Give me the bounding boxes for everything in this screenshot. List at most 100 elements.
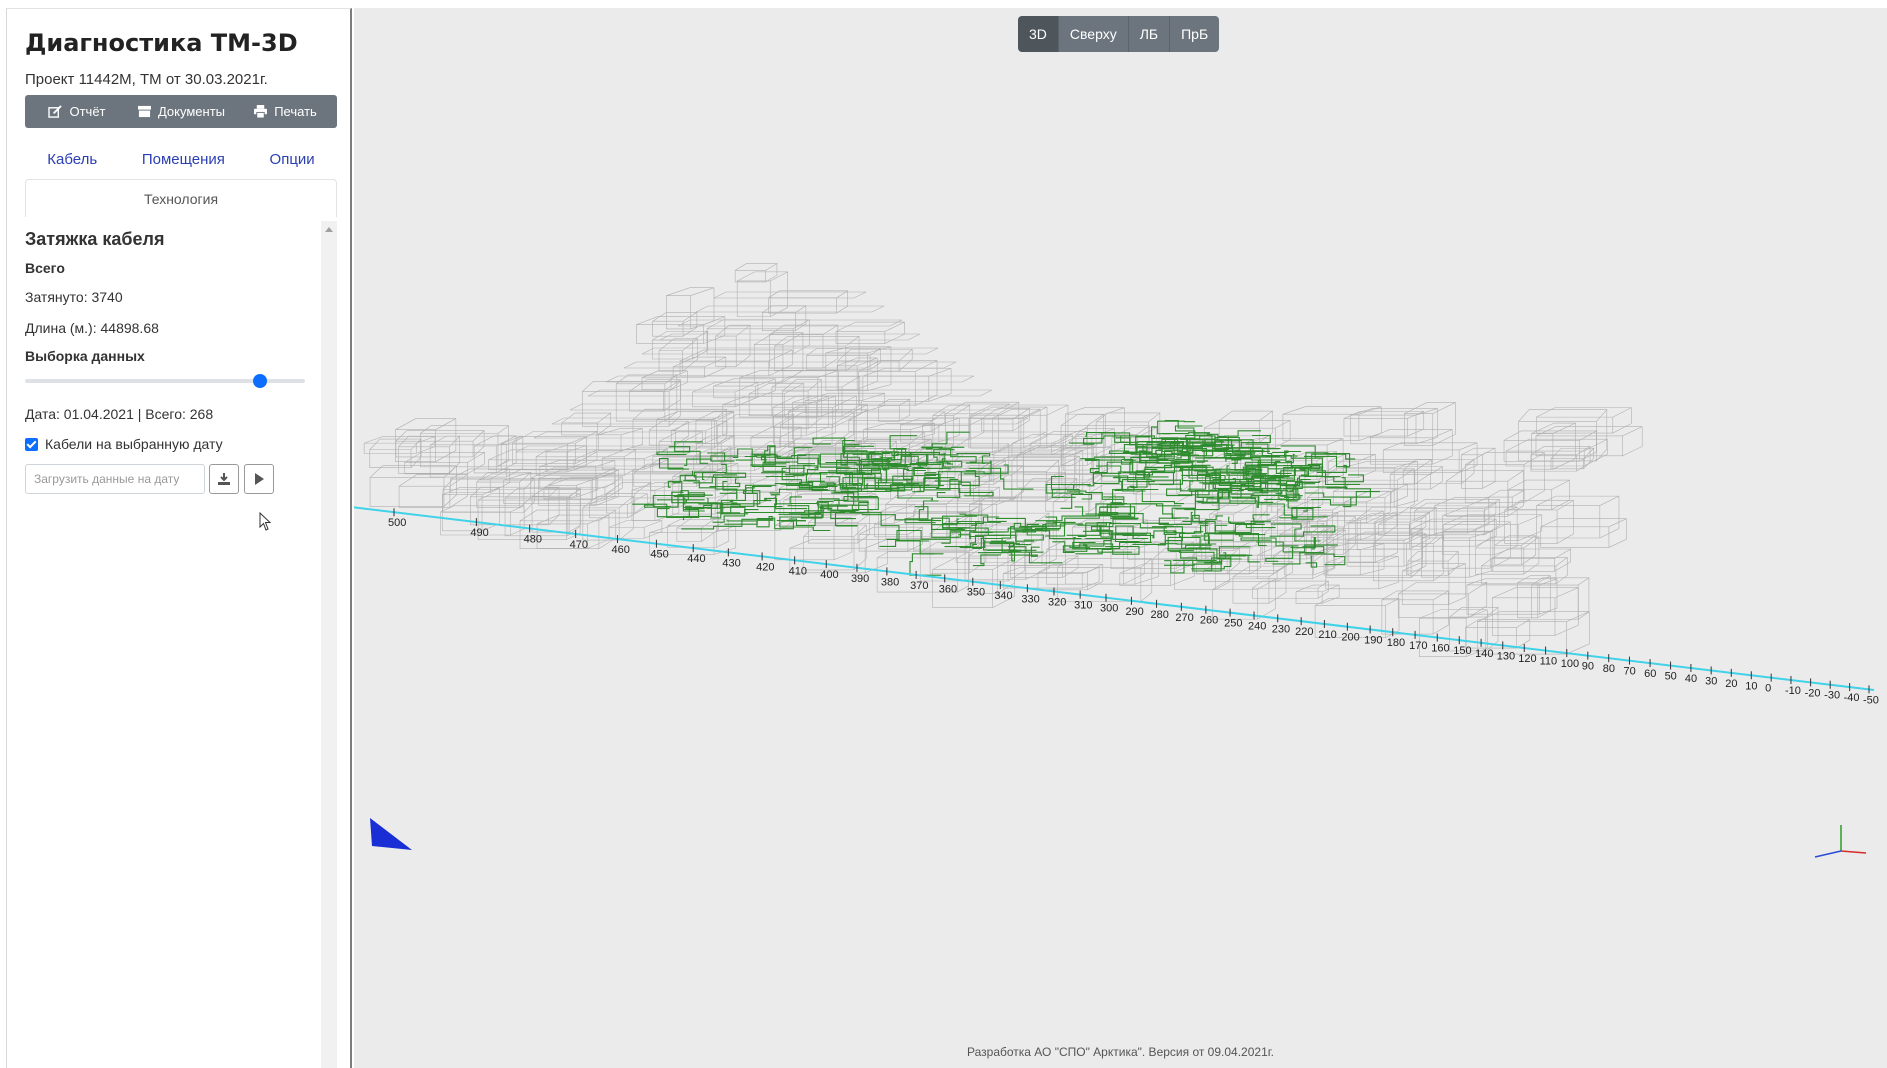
cable-length: Длина (м.): 44898.68 [25, 320, 159, 336]
documents-label: Документы [157, 104, 225, 119]
view-button-0[interactable]: 3D [1018, 16, 1059, 52]
axis-tick-label: 20 [1725, 678, 1737, 690]
axis-tick-label: 330 [1021, 593, 1039, 605]
axis-line [354, 506, 1875, 691]
nav-tabs: Кабель Помещения Опции [25, 149, 337, 179]
axis-tick-label: 190 [1364, 634, 1382, 646]
axis-tick-label: 420 [756, 561, 774, 573]
print-icon [254, 105, 268, 118]
axis-tick-label: 210 [1318, 629, 1336, 641]
section-title: Затяжка кабеля [25, 229, 165, 249]
load-date-input[interactable]: Загрузить данные на дату [25, 464, 205, 494]
axis-tick-label: -10 [1785, 685, 1801, 697]
checkbox-label: Кабели на выбранную дату [45, 436, 223, 452]
view-button-2[interactable]: ЛБ [1128, 16, 1171, 52]
footer-credits: Разработка АО "СПО" Арктика". Версия от … [967, 1045, 1274, 1059]
view-orientation-icon [370, 818, 412, 850]
sidebar: Диагностика ТМ-3D Проект 11442М, ТМ от 3… [6, 8, 352, 1068]
app-title: Диагностика ТМ-3D [25, 29, 298, 57]
archive-icon [137, 105, 151, 118]
axis-tick-label: -30 [1824, 690, 1840, 702]
axis-tick-label: 380 [881, 576, 899, 588]
axis-tick-label: 140 [1475, 648, 1493, 660]
edit-icon [48, 105, 63, 118]
mouse-cursor-icon [259, 512, 272, 531]
axis-tick-label: 10 [1745, 680, 1757, 692]
date-info: Дата: 01.04.2021 | Всего: 268 [25, 406, 214, 422]
xyz-axes-gizmo [1814, 825, 1867, 858]
axis-tick-label: 60 [1644, 668, 1656, 680]
axis-tick-label: 220 [1295, 626, 1313, 638]
axis-tick-label: 230 [1272, 623, 1290, 635]
report-label: Отчёт [69, 104, 106, 119]
tab-rooms[interactable]: Помещения [141, 151, 225, 168]
axis-tick-label: 260 [1200, 615, 1218, 627]
date-slider[interactable] [25, 374, 305, 388]
axis-tick-label: 410 [789, 565, 807, 577]
cables-on-date-checkbox[interactable] [25, 437, 38, 451]
axis-tick-label: 30 [1705, 675, 1717, 687]
axis-tick-label: 290 [1125, 606, 1143, 618]
project-subtitle: Проект 11442М, ТМ от 30.03.2021г. [25, 71, 268, 88]
download-icon [218, 473, 230, 485]
axis-tick-label: 100 [1561, 658, 1579, 670]
axis-tick-label: 240 [1248, 621, 1266, 633]
tab-technology[interactable]: Технология [25, 179, 337, 217]
view-button-3[interactable]: ПрБ [1170, 16, 1220, 52]
3d-viewport[interactable]: 500 490 480 470 460 450 440 430 420 410 400 390 380 3… [354, 8, 1887, 1068]
axis-tick-label: 370 [910, 580, 928, 592]
scroll-up-icon[interactable] [325, 227, 333, 232]
axis-tick-label: 400 [820, 569, 838, 581]
axis-tick-label: 390 [851, 573, 869, 585]
report-button[interactable]: Отчёт [25, 95, 129, 128]
axis-tick-label: 170 [1409, 640, 1427, 652]
panel-scrollbar[interactable] [321, 221, 337, 1068]
cable-routes [632, 419, 1380, 576]
axis-tick-label: 150 [1453, 645, 1471, 657]
axis-tick-label: 300 [1100, 603, 1118, 615]
view-button-1[interactable]: Сверху [1058, 16, 1129, 52]
axis-tick-label: 270 [1175, 612, 1193, 624]
axis-tick-label: -40 [1844, 692, 1860, 704]
axis-tick-label: 440 [687, 553, 705, 565]
pulled-count: Затянуто: 3740 [25, 289, 123, 305]
download-button[interactable] [209, 464, 239, 494]
axis-tick-label: 130 [1497, 650, 1515, 662]
axis-tick-label: -20 [1805, 687, 1821, 699]
axis-tick-label: 310 [1074, 600, 1092, 612]
axis-tick-label: 350 [967, 587, 985, 599]
axis-tick-label: 40 [1685, 673, 1697, 685]
axis-tick-label: 80 [1603, 663, 1615, 675]
slider-thumb[interactable] [253, 374, 268, 388]
axis-tick-label: 360 [939, 583, 957, 595]
axis-tick-label: 450 [650, 549, 668, 561]
selection-heading: Выборка данных [25, 348, 145, 364]
panel-scroll-area: Затяжка кабеля Всего Затянуто: 3740 Длин… [25, 221, 337, 1068]
play-button[interactable] [244, 464, 274, 494]
total-heading: Всего [25, 260, 65, 276]
axis-tick-label: 480 [524, 534, 542, 546]
axis-tick-label: 430 [722, 557, 740, 569]
documents-button[interactable]: Документы [129, 95, 233, 128]
print-label: Печать [274, 104, 317, 119]
axis-tick-label: -50 [1863, 694, 1879, 706]
axis-tick-label: 460 [611, 544, 629, 556]
cables-on-date-checkbox-row[interactable]: Кабели на выбранную дату [25, 436, 223, 452]
print-button[interactable]: Печать [233, 95, 337, 128]
axis-tick-label: 90 [1582, 661, 1594, 673]
toolbar: Отчёт Документы Печать [25, 95, 337, 128]
axis-tick-label: 160 [1431, 643, 1449, 655]
axis-tick-label: 120 [1518, 653, 1536, 665]
axis-tick-label: 0 [1765, 683, 1771, 695]
view-mode-group: 3D Сверху ЛБ ПрБ [1018, 16, 1220, 52]
axis-tick-label: 490 [470, 527, 488, 539]
tab-options[interactable]: Опции [269, 151, 315, 168]
axis-tick-label: 70 [1623, 666, 1635, 678]
axis-tick-label: 200 [1341, 632, 1359, 644]
axis-tick-label: 320 [1048, 596, 1066, 608]
axis-tick-label: 250 [1224, 618, 1242, 630]
tab-cable[interactable]: Кабель [47, 151, 98, 168]
axis-tick-label: 340 [994, 590, 1012, 602]
